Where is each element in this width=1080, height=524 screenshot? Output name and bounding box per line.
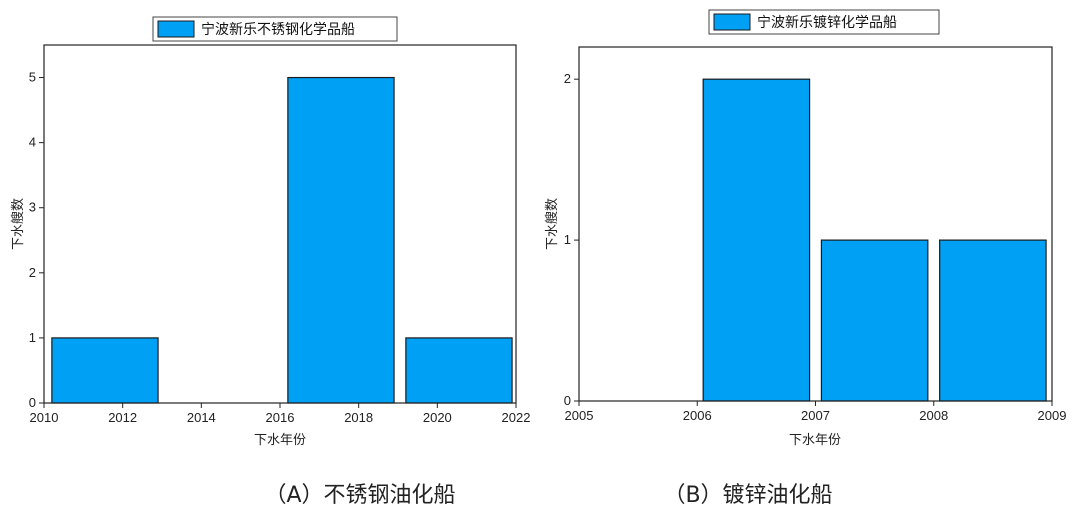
- x-axis-label: 下水年份: [789, 433, 841, 448]
- x-tick-label: 2012: [108, 410, 137, 425]
- x-tick-label: 2009: [1038, 408, 1067, 423]
- y-tick-label: 1: [29, 330, 36, 345]
- legend-swatch: [713, 13, 751, 31]
- x-tick-label: 2005: [565, 408, 594, 423]
- bar-1: [820, 239, 929, 402]
- x-tick-label: 2007: [801, 408, 830, 423]
- figure-caption: （B）镀锌油化船: [663, 483, 832, 508]
- x-tick-label: 2010: [30, 410, 59, 425]
- y-tick-label: 0: [29, 395, 36, 410]
- y-tick-label: 1: [564, 232, 571, 247]
- bar-2: [939, 239, 1047, 402]
- figure-caption: （A）不锈钢油化船: [264, 483, 455, 508]
- x-tick-label: 2006: [683, 408, 712, 423]
- bar-0: [702, 78, 811, 402]
- x-tick-label: 2016: [266, 410, 295, 425]
- x-tick-label: 2022: [502, 410, 531, 425]
- x-axis-label: 下水年份: [254, 433, 306, 448]
- bar-0: [51, 337, 159, 404]
- x-tick-label: 2018: [344, 410, 373, 425]
- x-tick-label: 2008: [919, 408, 948, 423]
- chart-stainless-steel: 2010 2012 2014 2016 2018 2020 2022 0 1 2 3 4 5 下水年份 下水…: [10, 16, 531, 508]
- x-tick-label: 2014: [187, 410, 216, 425]
- legend-swatch: [157, 20, 195, 38]
- y-tick-label: 2: [564, 71, 571, 86]
- bar-1: [287, 76, 395, 404]
- chart-galvanized: 2005 2006 2007 2008 2009 0 1 2 下水年份 下水艘数 宁波新乐镀锌化学品…: [544, 9, 1067, 508]
- y-tick-label: 3: [29, 200, 36, 215]
- y-tick-label: 5: [29, 70, 36, 85]
- legend-label: 宁波新乐不锈钢化学品船: [201, 21, 355, 38]
- x-tick-label: 2020: [423, 410, 452, 425]
- y-tick-label: 4: [29, 135, 36, 150]
- legend-label: 宁波新乐镀锌化学品船: [757, 14, 897, 31]
- y-axis-label: 下水艘数: [10, 198, 26, 250]
- y-tick-label: 0: [564, 393, 571, 408]
- y-axis-label: 下水艘数: [544, 198, 560, 250]
- bar-2: [405, 337, 513, 404]
- y-tick-label: 2: [29, 265, 36, 280]
